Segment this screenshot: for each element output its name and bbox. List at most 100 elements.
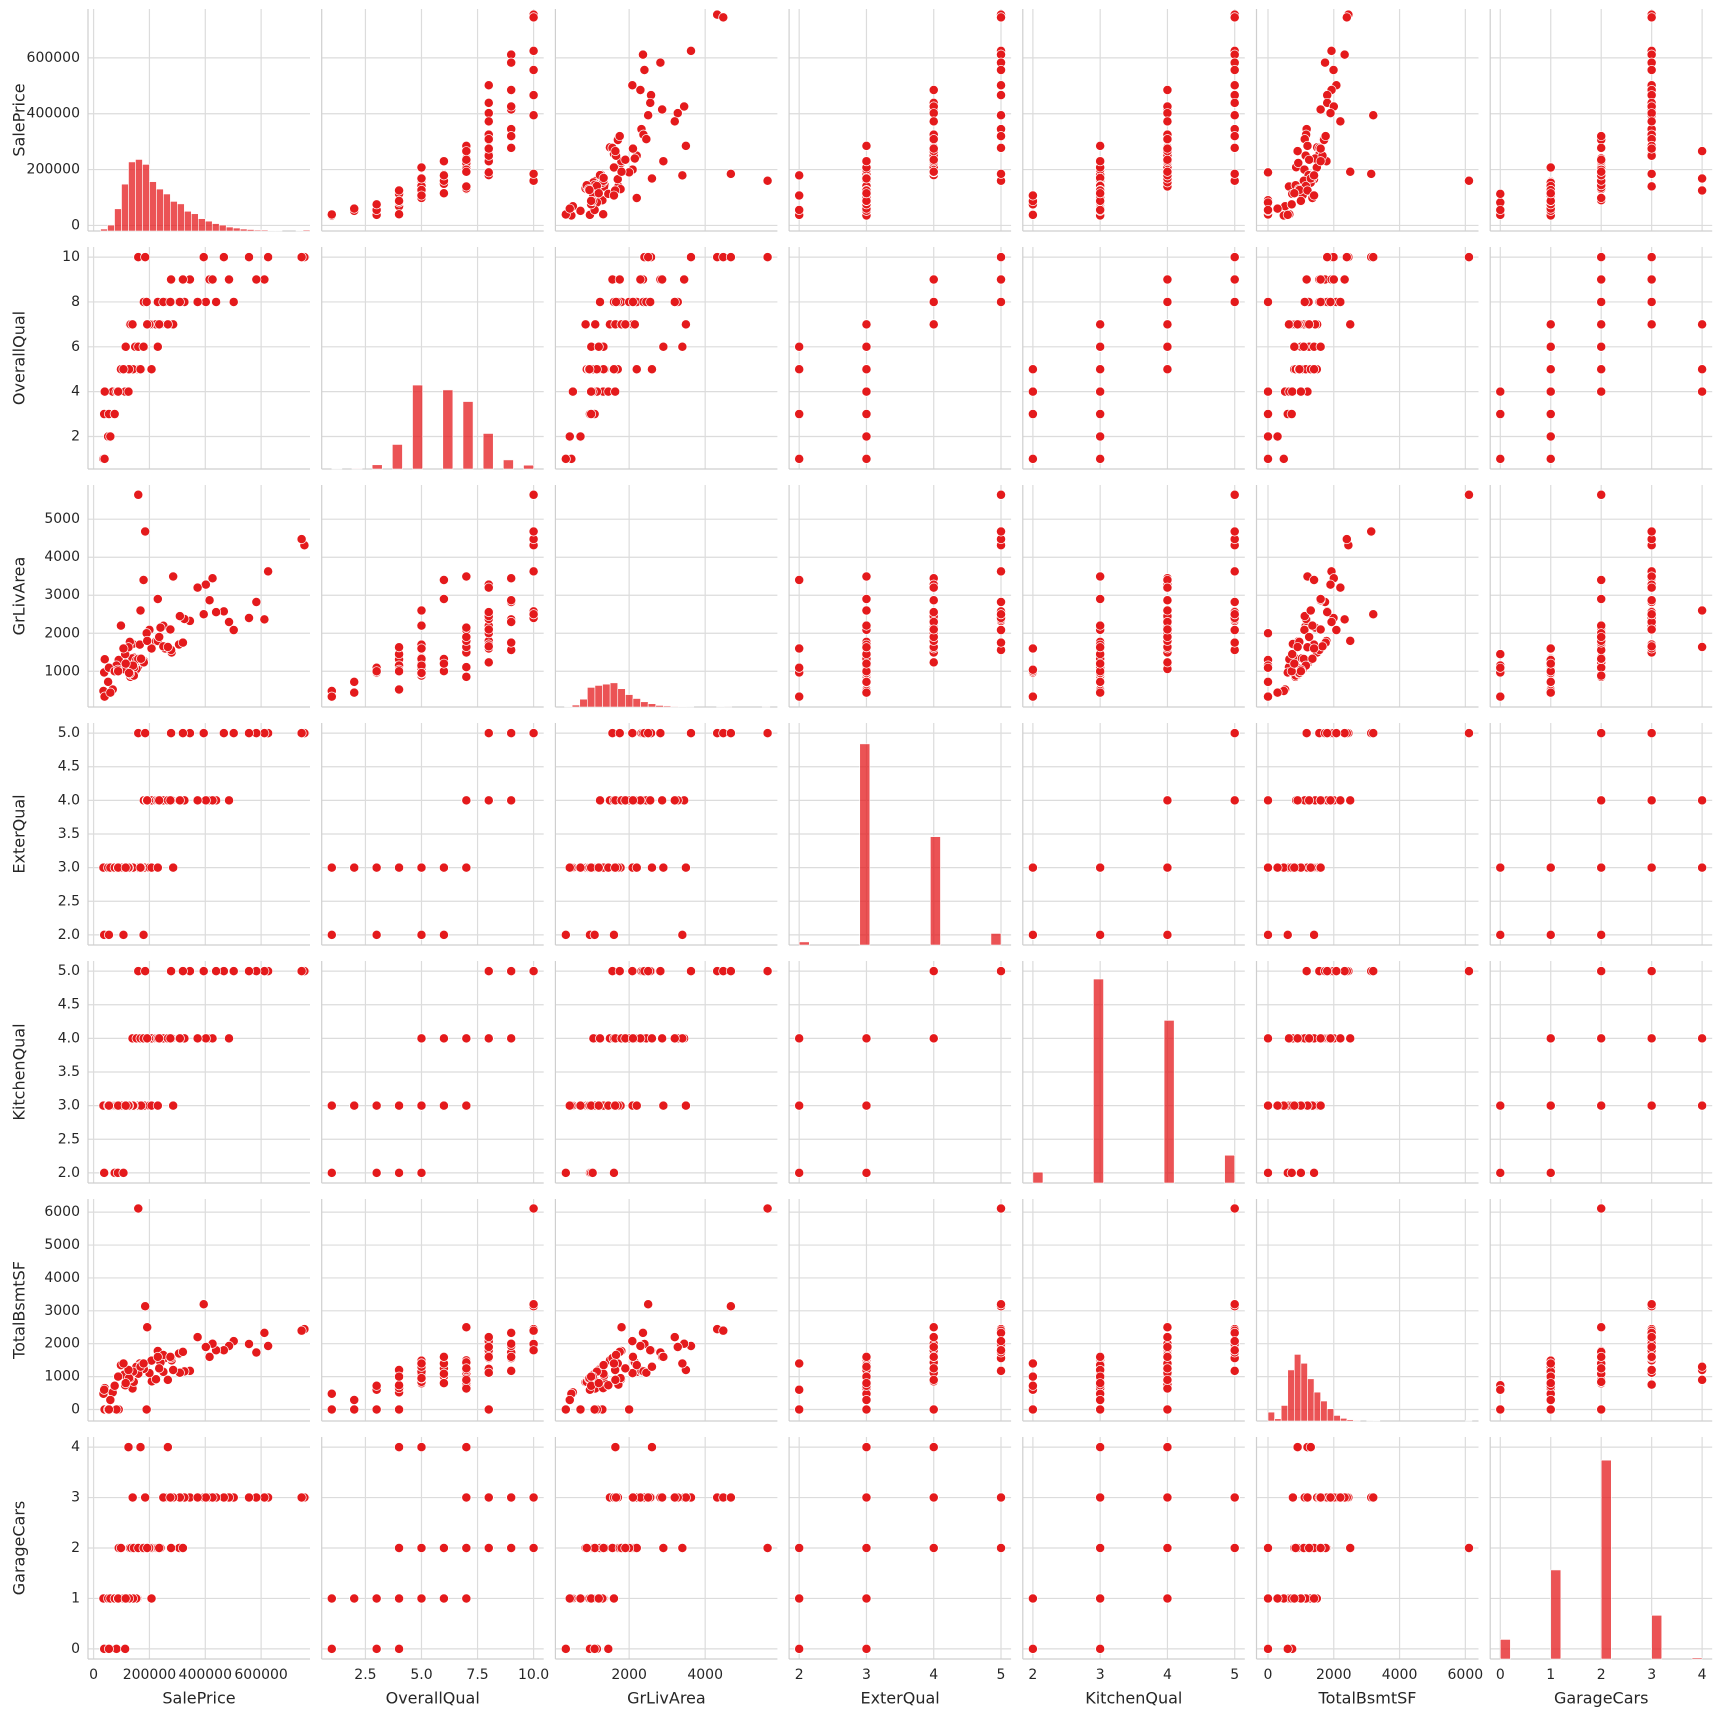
scatter-point: [506, 795, 517, 806]
scatter-point: [1290, 1543, 1301, 1553]
y-tick-label: 2000: [44, 625, 80, 641]
scatter-point: [680, 319, 691, 330]
scatter-point: [506, 57, 517, 68]
scatter-point: [1309, 190, 1320, 201]
scatter-point: [1495, 409, 1506, 420]
histogram-bar: [1320, 1400, 1328, 1422]
scatter-point: [677, 1543, 688, 1553]
scatter-point: [996, 1492, 1006, 1503]
scatter-point: [1263, 1643, 1273, 1654]
scatter-point: [1095, 1593, 1106, 1604]
scatter-point: [762, 252, 773, 263]
scatter-point: [1545, 409, 1556, 420]
scatter-point: [1335, 1492, 1346, 1503]
scatter-point: [1325, 296, 1336, 307]
scatter-point: [1325, 108, 1336, 119]
scatter-point: [483, 966, 494, 977]
scatter-point: [658, 341, 669, 352]
scatter-point: [1095, 188, 1106, 199]
scatter-point: [1495, 691, 1506, 702]
scatter-point: [140, 1301, 151, 1312]
scatter-point: [762, 728, 773, 739]
scatter-point: [1309, 575, 1320, 585]
scatter-point: [928, 1332, 939, 1343]
scatter-point: [1331, 625, 1342, 636]
x-tick-label: 600000: [234, 1667, 287, 1683]
scatter-point: [483, 607, 494, 618]
scatter-point: [861, 1492, 872, 1503]
scatter-point: [564, 431, 575, 442]
scatter-point: [118, 1358, 129, 1369]
scatter-point: [1646, 1100, 1657, 1111]
scatter-point: [371, 1643, 382, 1654]
scatter-point: [483, 97, 494, 108]
scatter-point: [1292, 795, 1303, 806]
histogram-bar: [107, 224, 115, 232]
histogram-bar: [239, 228, 248, 232]
scatter-point: [99, 453, 110, 464]
scatter-point: [1095, 1404, 1106, 1415]
scatter-point: [326, 1593, 337, 1604]
panel: [1489, 1437, 1713, 1660]
scatter-point: [680, 1100, 691, 1111]
scatter-point: [593, 1378, 604, 1389]
scatter-point: [120, 1100, 131, 1111]
scatter-point: [1304, 795, 1315, 806]
panel: [321, 723, 544, 946]
histogram-bar: [1691, 1657, 1703, 1660]
scatter-point: [113, 666, 124, 677]
scatter-point: [1289, 188, 1300, 199]
scatter-point: [1287, 649, 1298, 660]
scatter-point: [996, 1365, 1006, 1376]
scatter-point: [207, 274, 218, 285]
scatter-point: [1596, 1363, 1607, 1374]
scatter-point: [326, 1404, 337, 1415]
x-axis-label: SalePrice: [162, 1689, 235, 1708]
scatter-point: [251, 1347, 262, 1358]
x-tick-label: 200000: [123, 1667, 176, 1683]
scatter-point: [1229, 1327, 1240, 1338]
y-tick-label: 2: [71, 1540, 80, 1556]
scatter-point: [586, 195, 597, 206]
histogram-bar: [392, 444, 403, 470]
histogram-bar: [503, 459, 514, 470]
scatter-point: [394, 1442, 405, 1453]
panel: [788, 1199, 1012, 1422]
y-tick-label: 2.5: [58, 1131, 80, 1147]
scatter-point: [1263, 1100, 1273, 1111]
scatter-point: [928, 582, 939, 593]
scatter-point: [528, 1543, 539, 1553]
scatter-point: [120, 1378, 131, 1389]
scatter-point: [166, 274, 177, 285]
scatter-point: [105, 1395, 116, 1405]
panel: [321, 1437, 544, 1660]
y-tick-label: 5000: [44, 511, 80, 527]
scatter-point: [1027, 386, 1038, 397]
scatter-point: [224, 795, 234, 806]
scatter-point: [394, 642, 405, 653]
scatter-point: [1596, 319, 1607, 330]
scatter-point: [1315, 1543, 1326, 1553]
scatter-point: [1162, 108, 1173, 119]
scatter-point: [244, 252, 254, 263]
scatter-point: [177, 274, 188, 285]
scatter-point: [610, 1374, 621, 1385]
scatter-point: [627, 80, 638, 91]
scatter-point: [1341, 534, 1352, 545]
scatter-point: [483, 167, 494, 178]
scatter-point: [1341, 252, 1352, 263]
scatter-point: [1646, 862, 1657, 873]
scatter-point: [461, 795, 472, 806]
scatter-point: [506, 595, 517, 606]
scatter-point: [1596, 966, 1607, 977]
scatter-point: [1596, 575, 1607, 585]
scatter-point: [1495, 662, 1506, 673]
scatter-point: [1495, 1100, 1506, 1111]
scatter-point: [1646, 595, 1657, 606]
histogram-bar: [632, 698, 641, 708]
scatter-point: [138, 1358, 149, 1369]
scatter-point: [162, 1374, 173, 1385]
y-tick-label: 5000: [44, 1237, 80, 1253]
scatter-point: [627, 1351, 638, 1362]
panel: [321, 247, 544, 470]
